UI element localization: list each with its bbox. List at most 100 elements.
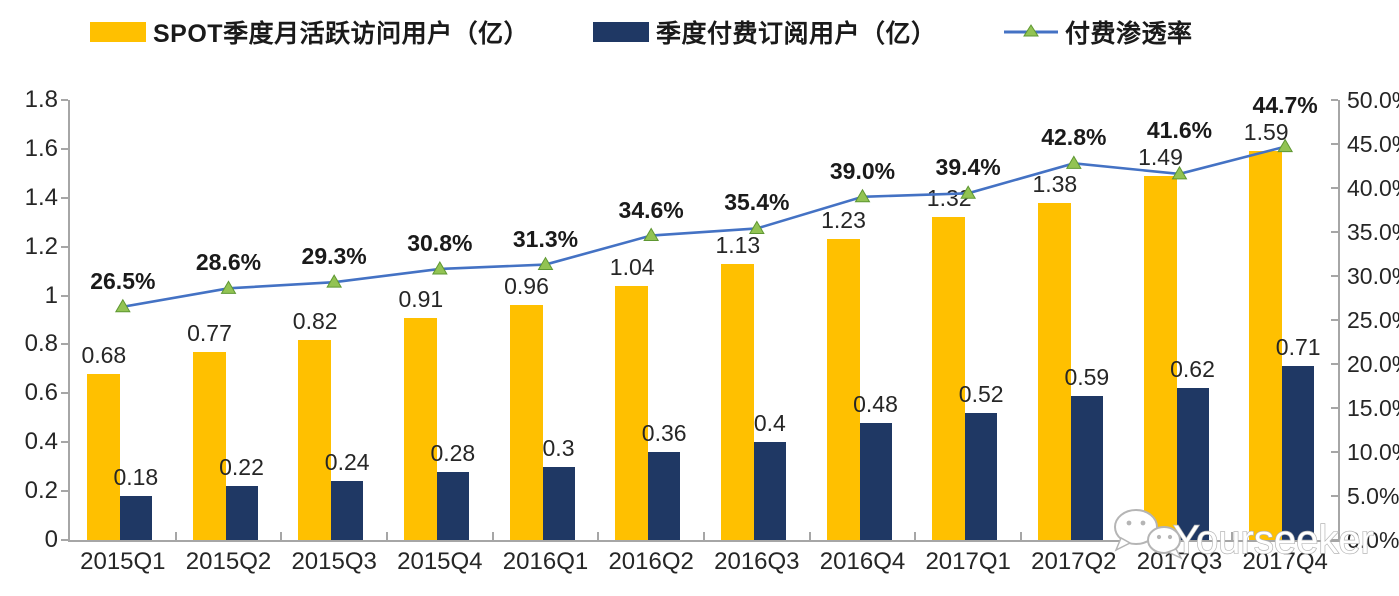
y-axis-right-tick-label: 10.0% xyxy=(1347,439,1399,465)
y-axis-left-tick xyxy=(61,343,68,346)
bar-mau-value-label: 1.04 xyxy=(609,253,655,280)
x-axis-tick xyxy=(386,532,388,540)
bar-subs-value-label: 0.36 xyxy=(641,420,687,446)
y-axis-left-tick-label: 1.6 xyxy=(24,134,58,162)
y-axis-left-tick-label: 0.4 xyxy=(24,428,58,456)
bar-subs-value-label: 0.24 xyxy=(324,449,370,476)
y-axis-left-tick-label: 0.6 xyxy=(24,379,58,407)
bar-subs-value-label: 0.62 xyxy=(1170,356,1215,383)
bar-subs-value-label: 0.4 xyxy=(753,410,786,437)
y-axis-right-tick xyxy=(1331,363,1338,365)
y-axis-right-tick xyxy=(1331,539,1338,541)
bar-subs xyxy=(1176,388,1209,540)
y-axis-left-tick-label: 1.8 xyxy=(24,86,58,113)
y-axis-right-tick xyxy=(1331,99,1338,101)
bar-mau-value-label: 0.77 xyxy=(187,319,232,346)
x-axis-tick xyxy=(808,532,811,540)
bar-subs xyxy=(225,486,258,540)
x-axis-tick xyxy=(1125,532,1128,540)
bar-subs xyxy=(753,442,786,540)
legend-item-penetration: 付费渗透率 xyxy=(1004,18,1193,48)
penetration-marker-icon xyxy=(643,227,660,242)
penetration-value-label: 35.4% xyxy=(724,189,790,216)
bar-subs-value-label: 0.28 xyxy=(430,439,476,466)
y-axis-right-tick-label: 40.0% xyxy=(1347,175,1399,201)
bar-mau-value-label: 1.38 xyxy=(1032,170,1078,197)
bar-mau xyxy=(509,305,543,540)
x-axis-tick xyxy=(1020,532,1022,540)
y-axis-left-tick-label: 1.4 xyxy=(24,183,58,211)
bar-mau xyxy=(298,339,332,540)
bar-subs xyxy=(542,466,575,540)
y-axis-left-tick-label: 1 xyxy=(44,281,58,309)
y-axis-left-tick xyxy=(61,441,68,444)
y-axis-right-tick xyxy=(1331,407,1338,409)
y-axis-left-tick-label: 0 xyxy=(44,526,58,553)
penetration-marker-icon xyxy=(431,260,448,275)
y-axis-left-tick xyxy=(61,539,68,541)
x-axis-category-label: 2016Q1 xyxy=(502,548,589,575)
bar-mau xyxy=(192,351,226,540)
x-axis-category-label: 2015Q2 xyxy=(185,548,272,575)
bar-subs-value-label: 0.59 xyxy=(1064,363,1110,390)
bar-subs xyxy=(119,496,152,540)
legend-swatch-mau xyxy=(90,22,146,42)
y-axis-left-tick xyxy=(61,99,68,101)
bar-subs-value-label: 0.3 xyxy=(542,434,575,461)
x-axis-tick xyxy=(1231,532,1234,540)
penetration-marker-icon xyxy=(114,298,131,313)
y-axis-left-tick xyxy=(61,147,68,150)
bar-mau-value-label: 1.49 xyxy=(1138,143,1183,170)
bar-mau-value-label: 0.91 xyxy=(398,285,444,312)
x-axis-tick xyxy=(280,532,283,540)
y-axis-right-tick-label: 15.0% xyxy=(1347,395,1399,421)
bar-mau xyxy=(403,317,437,540)
y-axis-left-tick xyxy=(61,245,68,248)
bar-mau xyxy=(615,285,649,540)
y-axis-left-tick-label: 0.8 xyxy=(24,330,58,358)
penetration-value-label: 42.8% xyxy=(1041,124,1107,151)
bar-mau-value-label: 1.32 xyxy=(926,185,972,212)
y-axis-left-tick xyxy=(61,490,68,493)
penetration-line xyxy=(122,145,1286,309)
y-axis-right-tick-label: 35.0% xyxy=(1347,219,1399,245)
y-axis-right-tick xyxy=(1331,275,1338,277)
x-axis-tick xyxy=(491,532,494,540)
y-axis-left-tick xyxy=(61,392,68,395)
bar-mau xyxy=(826,239,860,540)
legend-line-marker-icon xyxy=(1004,23,1058,41)
bar-subs-value-label: 0.52 xyxy=(958,380,1004,407)
bar-subs xyxy=(1070,395,1103,540)
bar-subs xyxy=(965,412,998,540)
x-axis-category-label: 2015Q3 xyxy=(291,548,377,575)
x-axis-tick xyxy=(597,532,600,540)
y-axis-right-tick xyxy=(1331,495,1338,497)
penetration-value-label: 31.3% xyxy=(512,225,579,252)
x-axis-tick xyxy=(914,532,917,540)
bar-subs-value-label: 0.22 xyxy=(219,454,264,481)
x-axis-category-label: 2015Q1 xyxy=(80,548,166,575)
x-axis-category-label: 2017Q1 xyxy=(925,548,1011,575)
penetration-value-label: 44.7% xyxy=(1252,92,1318,119)
penetration-value-label: 39.0% xyxy=(829,157,896,184)
y-axis-right-tick-label: 50.0% xyxy=(1347,87,1399,113)
x-axis-tick xyxy=(703,532,705,540)
bar-mau-value-label: 1.23 xyxy=(821,207,866,234)
penetration-value-label: 28.6% xyxy=(195,249,262,276)
x-axis-category-label: 2016Q4 xyxy=(819,548,906,575)
legend-label-subs: 季度付费订阅用户（亿） xyxy=(656,20,937,48)
y-axis-right-tick xyxy=(1331,143,1338,145)
legend-label-mau: SPOT季度月活跃访问用户（亿） xyxy=(153,20,530,48)
y-axis-right-tick xyxy=(1331,187,1338,189)
y-axis-right-tick-label: 25.0% xyxy=(1347,307,1399,333)
bar-mau-value-label: 0.68 xyxy=(81,341,127,368)
bar-mau-value-label: 1.13 xyxy=(715,231,761,258)
penetration-value-label: 30.8% xyxy=(407,229,473,256)
x-axis-category-label: 2017Q3 xyxy=(1136,548,1223,575)
x-axis xyxy=(68,540,1340,542)
bar-subs xyxy=(436,471,469,540)
bar-mau xyxy=(86,373,120,540)
bar-subs xyxy=(1282,366,1315,540)
y-axis-right-tick-label: 45.0% xyxy=(1347,131,1399,157)
